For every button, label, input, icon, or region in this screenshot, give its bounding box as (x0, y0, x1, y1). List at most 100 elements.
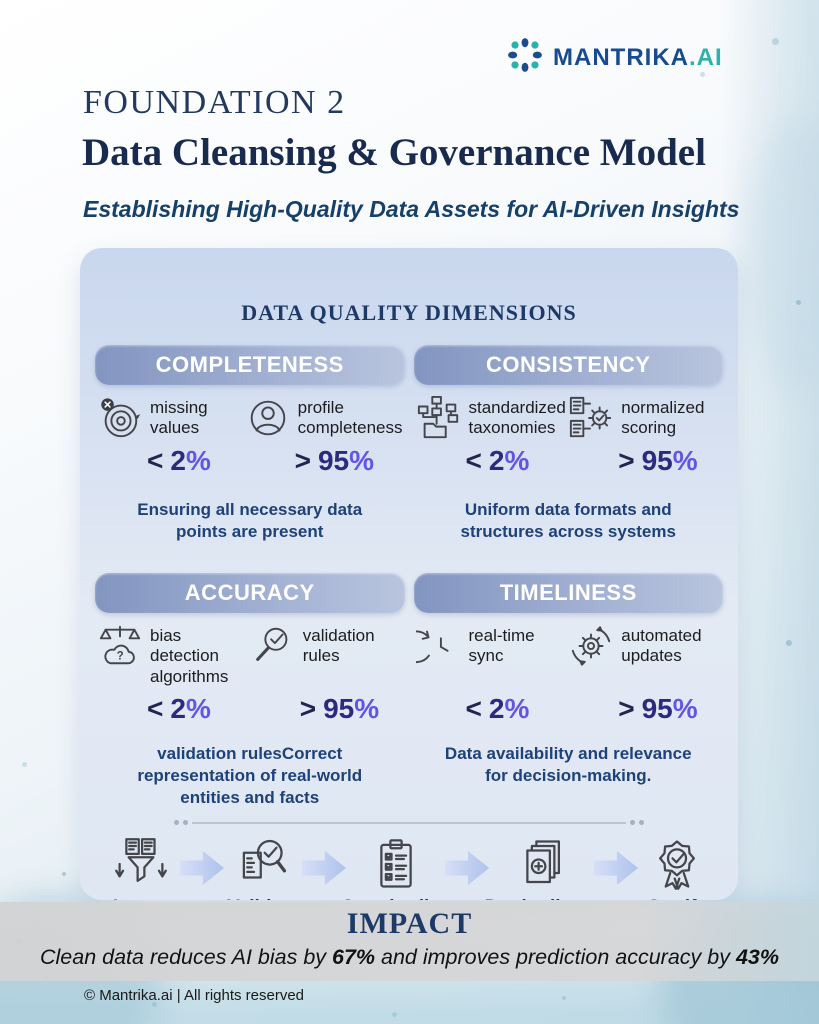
quadrant-title-consistency: CONSISTENCY (413, 344, 723, 385)
quadrant-description: validation rulesCorrect representation o… (137, 743, 363, 807)
impact-band: IMPACT Clean data reduces AI bias by 67%… (0, 902, 819, 981)
kicker-title: FOUNDATION 2 (83, 84, 346, 121)
value-number: 2 (488, 444, 505, 476)
flow-step-label: Certify (647, 897, 707, 900)
flow-step-ingest: Ingest (102, 837, 180, 900)
value-operator: < (465, 692, 482, 724)
process-flow: Ingest Validate (80, 819, 738, 900)
real-time-sync-icon (399, 623, 462, 669)
value-number: 95 (323, 692, 355, 724)
speckle-dot (152, 1002, 157, 1007)
value-unit: % (504, 444, 530, 476)
quadrant-accuracy: ACCURACY ? bias detection algorithms (95, 572, 405, 809)
flow-arrow-icon (180, 850, 224, 885)
svg-text:?: ? (117, 650, 124, 662)
speckle-dot (562, 996, 566, 1000)
metric-value: >95% (300, 692, 403, 724)
page-title: Data Cleansing & Governance Model (82, 131, 706, 174)
metric-label: standardized taxonomies (468, 397, 566, 438)
value-operator: < (147, 444, 164, 476)
value-number: 2 (488, 692, 505, 724)
brand-name: MANTRIKA.AI (553, 44, 723, 72)
impact-title: IMPACT (346, 907, 473, 940)
automated-updates-icon (568, 623, 614, 669)
card-heading: DATA QUALITY DIMENSIONS (241, 300, 577, 326)
certify-badge-icon (650, 837, 704, 891)
metric-value: >95% (294, 444, 403, 476)
value-unit: % (185, 444, 211, 476)
impact-statement: Clean data reduces AI bias by 67% and im… (0, 945, 819, 970)
flow-arrow-icon (594, 850, 638, 885)
speckle-dot (700, 72, 705, 77)
value-operator: > (294, 444, 311, 476)
quadrant-completeness: COMPLETENESS missing values <2 (95, 344, 405, 543)
impact-stat-bias: 67% (332, 945, 376, 969)
copyright-notice: © Mantrika.ai | All rights reserved (84, 987, 305, 1004)
value-number: 95 (641, 692, 673, 724)
flow-step-label: Validate (227, 897, 299, 900)
metric-label: missing values (150, 397, 208, 438)
speckle-dot (786, 640, 792, 646)
value-operator: > (618, 444, 635, 476)
impact-text-part: Clean data reduces AI bias by (39, 945, 332, 969)
value-unit: % (672, 692, 698, 724)
value-unit: % (349, 444, 375, 476)
flow-step-label: Standardize (342, 897, 450, 900)
flow-separator (174, 819, 644, 827)
mantrika-logo-icon (506, 36, 544, 79)
value-number: 2 (170, 692, 186, 724)
metric-label: profile completeness (297, 397, 403, 438)
brand-name-suffix: .AI (688, 43, 723, 71)
quadrant-description: Data availability and relevance for deci… (444, 743, 692, 785)
flow-step-deduplicate: De-duplicate (485, 837, 599, 900)
metric-automated-updates: automated updates >95% (568, 623, 721, 723)
quadrant-title-timeliness: TIMELINESS (413, 572, 723, 613)
quadrant-timeliness: TIMELINESS real-time sync <2% (399, 572, 723, 809)
impact-text-part: and improves prediction accuracy by (375, 945, 736, 969)
metric-label: normalized scoring (621, 397, 705, 438)
metric-label: automated updates (621, 625, 702, 666)
quadrant-description: Uniform data formats and structures acro… (460, 499, 676, 541)
metric-value: <2% (465, 692, 569, 724)
metric-value: <2% (147, 444, 245, 476)
value-unit: % (672, 444, 698, 476)
metric-standardized-taxonomies: standardized taxonomies <2% (416, 395, 569, 475)
value-unit: % (504, 692, 530, 724)
value-number: 95 (317, 444, 350, 476)
metric-bias-detection: ? bias detection algorithms <2% (97, 623, 250, 723)
validation-rules-icon (250, 623, 296, 669)
metric-value: <2% (147, 692, 250, 724)
metric-label: bias detection algorithms (150, 625, 229, 687)
profile-completeness-icon (245, 395, 291, 441)
quadrant-title-completeness: COMPLETENESS (95, 344, 405, 385)
metric-value: >95% (618, 444, 721, 476)
watercolor-patch (744, 120, 819, 390)
metric-label: real-time sync (468, 625, 535, 666)
data-quality-card: DATA QUALITY DIMENSIONS COMPLETENESS (80, 248, 738, 900)
metric-missing-values: missing values <2% (97, 395, 245, 475)
quadrant-row-1: COMPLETENESS missing values <2 (80, 344, 738, 543)
quadrant-description: Ensuring all necessary data points are p… (137, 499, 363, 541)
value-operator: < (465, 444, 482, 476)
metric-value: >95% (618, 692, 721, 724)
ingest-funnel-icon (114, 837, 168, 891)
flow-step-standardize: Standardize (342, 837, 449, 900)
flow-step-validate: Validate (224, 837, 302, 900)
target-missing-values-icon (97, 395, 143, 441)
flow-arrow-icon (445, 850, 490, 885)
deduplicate-pages-icon (515, 837, 569, 891)
normalized-scoring-icon (568, 395, 614, 441)
bias-detection-icon: ? (97, 623, 143, 669)
brand-logo: MANTRIKA.AI (506, 36, 723, 79)
speckle-dot (62, 872, 66, 876)
value-unit: % (354, 692, 380, 724)
flow-step-certify: Certify (638, 837, 716, 900)
impact-stat-accuracy: 43% (735, 945, 779, 969)
value-unit: % (185, 692, 211, 724)
metric-label: validation rules (302, 625, 375, 666)
metric-real-time-sync: real-time sync <2% (399, 623, 569, 724)
flow-step-label: Ingest (113, 897, 169, 900)
metric-validation-rules: validation rules >95% (250, 623, 403, 723)
value-operator: < (147, 692, 164, 724)
